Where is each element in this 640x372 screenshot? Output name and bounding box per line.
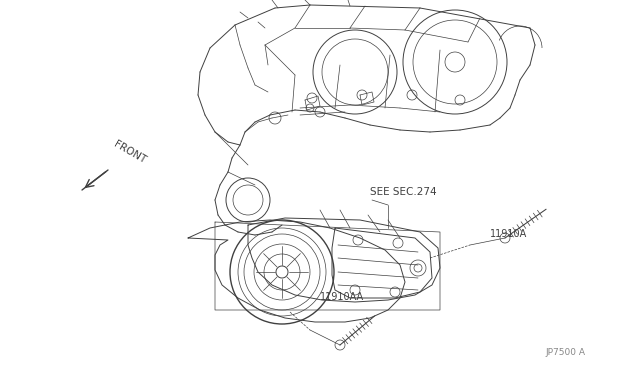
Text: SEE SEC.274: SEE SEC.274	[370, 187, 436, 197]
Text: 11910AA: 11910AA	[320, 292, 364, 302]
Text: JP7500 A: JP7500 A	[545, 348, 585, 357]
Text: FRONT: FRONT	[112, 139, 148, 165]
Text: 11910A: 11910A	[490, 229, 527, 239]
